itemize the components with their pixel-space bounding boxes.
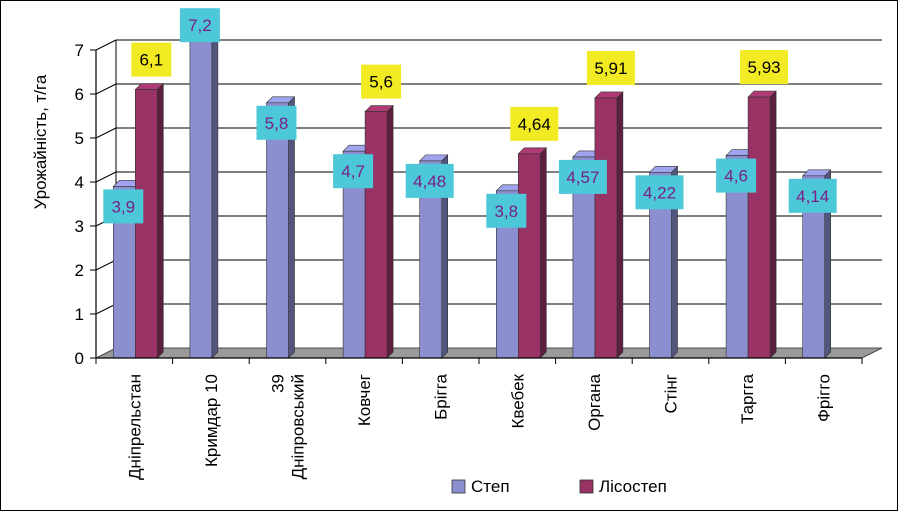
data-label-bg-step [486,193,527,228]
data-label-bg-step [558,159,607,194]
data-label-bg-step [716,158,757,193]
bar-side [157,82,164,359]
data-label-bg-lisostep [586,50,635,85]
bar-step [266,102,289,359]
data-label-bg-step [405,163,454,198]
data-label-bg-lisostep [740,50,789,85]
bar-lisostep [364,111,388,359]
data-label-bg-step [179,8,220,43]
data-label-step: 4,7 [341,162,365,181]
x-tick-label: Квебек [508,373,527,428]
y-tick-label: 0 [75,349,84,368]
data-label-bg-step [635,175,684,210]
bar-side [539,147,547,359]
data-label-bg-step [788,178,837,213]
y-tick-label: 6 [75,85,84,104]
y-tick-label: 2 [75,261,84,280]
x-tick-label: Стінг [662,374,681,413]
legend-label-step: Степ [471,477,510,496]
x-tick-label: Дніпрельстан [125,374,144,480]
data-label-step: 3,8 [494,202,518,221]
legend-swatch-step [451,479,466,494]
data-label-bg-step [333,154,374,189]
x-tick-label: Дніпровський [289,374,308,479]
data-label-bg-lisostep [510,106,559,141]
x-tick-label: 39 [269,374,288,393]
x-tick-label: Брігга [432,373,451,419]
gridline-side [95,127,117,139]
y-tick-label: 1 [75,305,84,324]
data-label-step: 4,57 [566,168,599,187]
x-tick-label: Кримдар 10 [202,374,221,467]
data-label-lisostep: 6,1 [139,51,163,70]
gridline-side [95,303,117,315]
bar-side [386,104,394,359]
gridline-side [95,83,117,95]
y-tick-label: 3 [75,217,84,236]
bar-side [211,34,219,359]
x-tick-label: Фріггo [815,374,834,422]
data-label-bg-lisostep [131,42,172,77]
y-tick-label: 7 [75,41,84,60]
data-label-step: 4,6 [724,167,748,186]
data-label-lisostep: 4,64 [518,115,551,134]
data-label-step: 7,2 [188,16,212,35]
y-tick-label: 4 [75,173,84,192]
bar-lisostep [594,97,618,359]
x-tick-label: Таргга [738,373,757,424]
bar-lisostep [135,89,158,359]
gridline-side [95,171,117,183]
gridline-side [95,259,117,271]
data-label-step: 5,8 [265,114,289,133]
y-axis-label: Урожайність, т/га [31,74,50,209]
data-label-step: 3,9 [111,197,135,216]
data-label-bg-step [103,189,144,224]
bar-lisostep [517,153,541,359]
legend-swatch-lisostep [579,479,594,494]
x-tick-label: Ковчег [355,374,374,426]
bar-side [616,91,624,359]
legend-label-lisostep: Лісостеп [599,477,667,496]
bar-step [189,40,213,359]
legend: Степ Лісостеп [451,477,667,496]
data-label-lisostep: 5,91 [594,59,627,78]
data-labels: 3,9 6,1 7,2 5,8 4,7 5,6 4,48 3,8 4,64 4,57 5,91 4,2… [103,8,837,228]
data-label-lisostep: 5,6 [369,73,393,92]
gridline-side [95,39,117,51]
data-label-bg-step [256,105,297,140]
data-label-step: 4,22 [643,183,676,202]
axes: 0 1 2 3 4 5 6 7 Дніпрельстан Кримдар 10 Дніпровськ… [75,41,863,480]
y-tick-label: 5 [75,129,84,148]
data-label-step: 4,14 [796,187,829,206]
bar-lisostep [747,96,771,359]
bars [112,34,832,359]
data-label-step: 4,48 [413,172,446,191]
x-tick-label: Органа [585,373,604,430]
data-label-lisostep: 5,93 [748,58,781,77]
data-label-bg-lisostep [361,64,402,99]
bar-side [769,90,777,359]
